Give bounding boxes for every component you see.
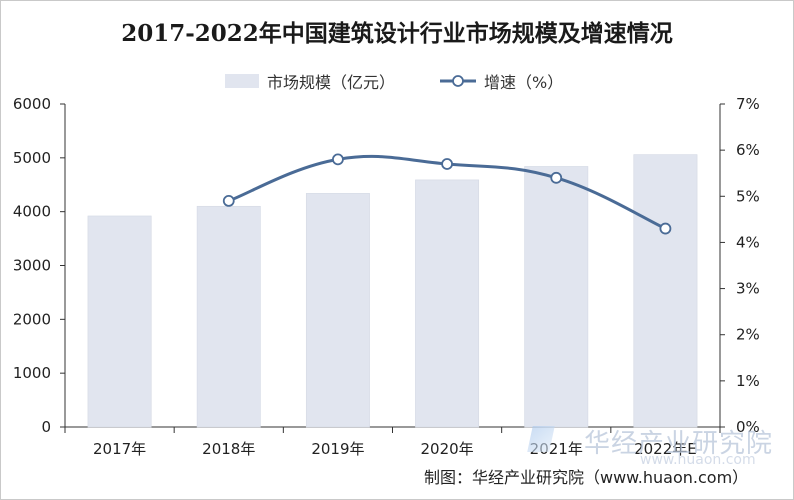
x-tick-label: 2017年 [93,440,146,458]
y-right-tick-label: 4% [736,233,760,251]
growth-rate-point [332,153,344,166]
legend-item-growth-rate: 增速（%） [440,68,563,94]
x-tick-label: 2019年 [311,440,364,458]
y-left-tick-label: 2000 [13,310,51,328]
growth-rate-point [441,158,453,170]
legend-line-swatch [440,75,476,87]
bar-market-size [524,166,589,428]
x-tick-label: 2018年 [202,440,255,458]
bar-market-size [305,193,370,428]
y-right-tick-label: 6% [736,141,760,159]
legend-bar-label: 市场规模（亿元） [267,73,396,92]
legend-line-label: 增速（%） [484,73,564,92]
growth-rate-point [222,194,235,207]
bar-market-size [196,205,261,428]
bar-market-size [87,215,152,428]
watermark-brand: 华经产业研究院 [584,429,774,459]
growth-rate-point [550,171,563,184]
y-left-tick-label: 6000 [13,95,51,113]
legend-item-market-size: 市场规模（亿元） [225,68,395,94]
bar-market-size [415,179,480,428]
x-tick-label: 2020年 [420,440,473,458]
y-right-tick-label: 5% [736,187,760,205]
y-right-tick-label: 7% [736,95,760,113]
y-right-tick-label: 2% [736,326,760,344]
watermark-url: www.huaon.com [640,452,756,468]
y-left-tick-label: 4000 [13,203,51,221]
growth-rate-point [659,222,672,235]
legend-bar-swatch [225,74,259,88]
y-left-tick-label: 0 [41,418,51,436]
y-left-tick-label: 5000 [13,149,51,167]
y-left-tick-label: 3000 [13,257,51,275]
y-right-tick-label: 1% [736,372,760,390]
chart-title: 2017-2022年中国建筑设计行业市场规模及增速情况 [121,20,673,47]
y-right-tick-label: 0% [736,418,760,436]
bar-market-size [633,154,698,428]
y-left-tick-label: 1000 [13,364,51,382]
chart-legend: 市场规模（亿元） 增速（%） [0,68,794,94]
source-note: 制图：华经产业研究院（www.huaon.com） [424,468,749,487]
x-tick-label: 2022年E [634,440,697,458]
y-right-tick-label: 3% [736,280,760,298]
